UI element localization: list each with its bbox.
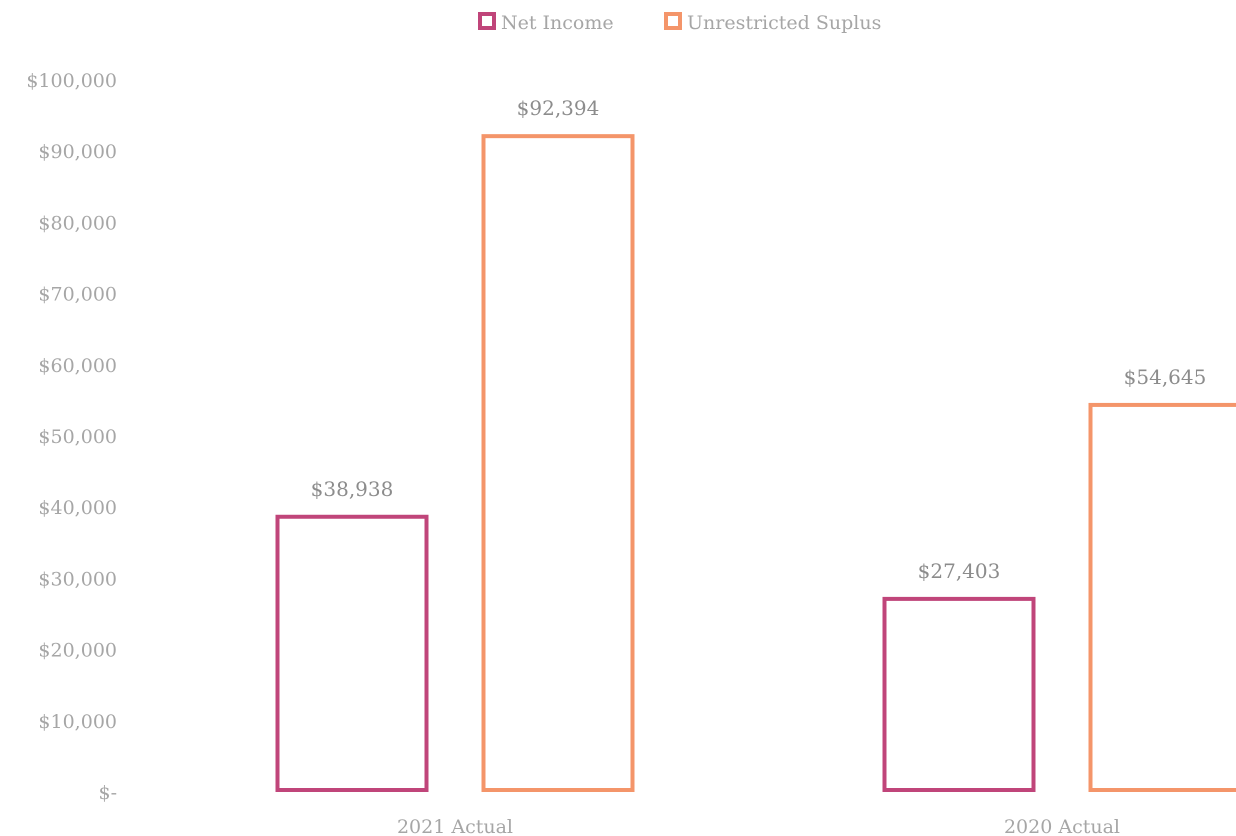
- data-label-0-1: $27,403: [918, 559, 1001, 583]
- data-label-1-0: $92,394: [517, 96, 600, 120]
- bar-unrestricted-suplus-1: [1088, 402, 1236, 792]
- y-tick-label-9: $90,000: [38, 141, 117, 163]
- x-category-label-0: 2021 Actual: [397, 816, 513, 836]
- y-axis: $- $10,000 $20,000 $30,000 $40,000 $50,000 $60…: [26, 70, 117, 804]
- legend-label-1: Unrestricted Suplus: [687, 12, 881, 34]
- legend-swatch-0: [478, 12, 496, 30]
- y-tick-label-3: $30,000: [38, 568, 117, 590]
- legend-swatch-1: [664, 12, 682, 30]
- data-labels: $38,938 $27,403 $92,394 $54,645: [311, 96, 1207, 583]
- legend-label-0: Net Income: [501, 12, 614, 34]
- legend: Net Income Unrestricted Suplus: [478, 12, 881, 34]
- y-tick-label-6: $60,000: [38, 355, 117, 377]
- data-label-1-1: $54,645: [1124, 365, 1207, 389]
- bar-net-income-0: [275, 514, 429, 792]
- y-tick-label-4: $40,000: [38, 497, 117, 519]
- y-tick-label-2: $20,000: [38, 640, 117, 662]
- data-label-0-0: $38,938: [311, 477, 394, 501]
- bar-net-income-1: [882, 596, 1036, 792]
- y-tick-label-7: $70,000: [38, 284, 117, 306]
- bar-unrestricted-suplus-0: [481, 134, 635, 792]
- y-tick-label-8: $80,000: [38, 212, 117, 234]
- y-tick-label-10: $100,000: [26, 70, 117, 92]
- bars: [275, 134, 1236, 792]
- y-tick-label-1: $10,000: [38, 711, 117, 733]
- x-category-label-1: 2020 Actual: [1004, 816, 1120, 836]
- x-axis: 2021 Actual 2020 Actual: [397, 816, 1120, 836]
- y-tick-label-0: $-: [98, 782, 117, 804]
- y-tick-label-5: $50,000: [38, 426, 117, 448]
